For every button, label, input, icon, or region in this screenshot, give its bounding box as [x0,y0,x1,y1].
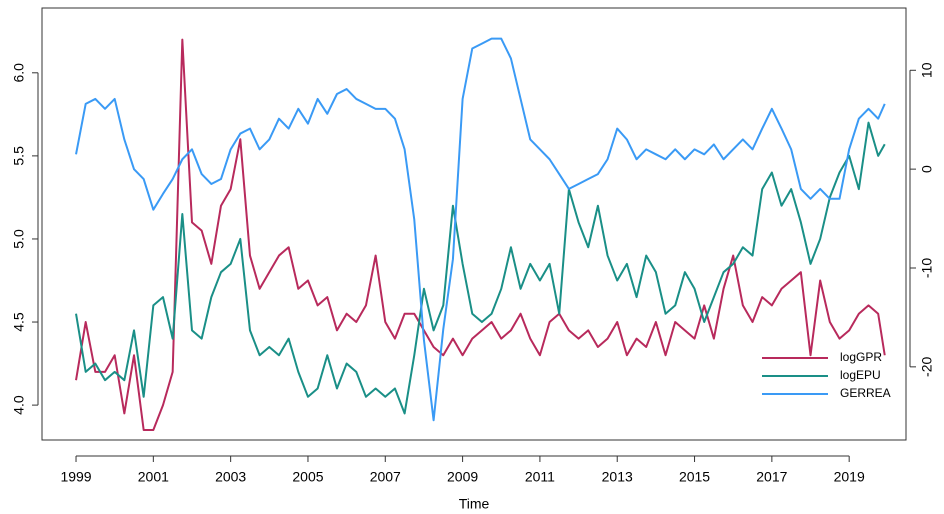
x-tick-label: 2013 [602,469,633,485]
y2-tick-label: -10 [919,258,935,278]
y2-tick-label: -20 [919,357,935,377]
x-tick-label: 2003 [215,469,246,485]
x-tick-label: 2019 [834,469,865,485]
legend-label: GERREA [840,386,891,400]
x-tick-label: 2007 [370,469,401,485]
x-tick-label: 2011 [525,469,555,485]
x-tick-label: 2009 [447,469,478,485]
x-axis-label: Time [459,496,490,512]
series-line [75,37,886,422]
x-tick-label: 2001 [138,469,169,485]
y-tick-label: 4.5 [11,312,27,332]
x-tick-label: 2005 [292,469,323,485]
y-tick-label: 6.0 [11,63,27,83]
y-tick-label: 4.0 [11,395,27,415]
legend-label: logEPU [840,368,881,382]
series-line [75,38,886,432]
y-tick-label: 5.5 [11,146,27,166]
y2-tick-label: 10 [919,62,935,78]
series-line [75,121,886,415]
plot-frame [41,7,907,441]
x-tick-label: 2015 [679,469,710,485]
x-tick-label: 1999 [60,469,91,485]
y-tick-label: 5.0 [11,229,27,249]
y2-tick-label: 0 [919,165,935,173]
legend-label: logGPR [840,350,882,364]
x-tick-label: 2017 [756,469,787,485]
